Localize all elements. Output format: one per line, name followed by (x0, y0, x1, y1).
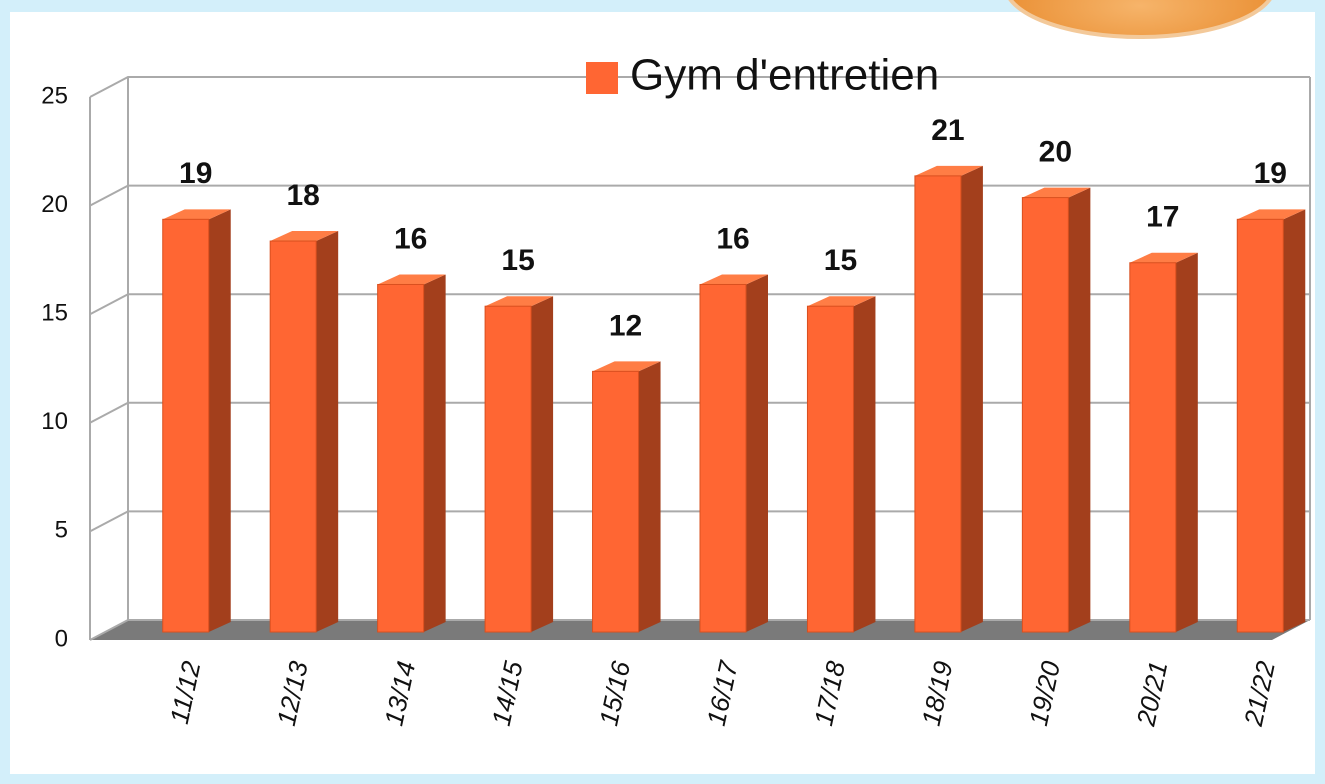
data-label: 21 (931, 114, 964, 147)
bar (270, 231, 338, 632)
data-label: 16 (716, 222, 749, 255)
bar-front (915, 176, 961, 632)
data-label: 16 (394, 222, 427, 255)
chart: 05101520251911/121812/131613/141514/1512… (0, 0, 1325, 784)
bar (700, 274, 768, 632)
legend-swatch (586, 62, 618, 94)
bar-side (531, 296, 553, 632)
bar-front (163, 219, 209, 632)
data-label: 17 (1146, 201, 1179, 234)
bar-side (1283, 209, 1305, 632)
bar-side (424, 274, 446, 632)
bar-front (807, 306, 853, 632)
y-tick-label: 10 (41, 408, 68, 435)
bar-side (316, 231, 338, 632)
bar-side (746, 274, 768, 632)
bar-side (961, 166, 983, 632)
bar-front (378, 284, 424, 632)
y-tick-label: 0 (55, 625, 68, 652)
bar-front (270, 241, 316, 632)
y-tick-label: 20 (41, 191, 68, 218)
bar (163, 209, 231, 632)
data-label: 12 (609, 309, 642, 342)
bar-side (639, 361, 661, 632)
y-tick-label: 25 (41, 82, 68, 109)
data-label: 19 (179, 157, 212, 190)
bar (1237, 209, 1305, 632)
bar-front (1237, 219, 1283, 632)
bar-side (1068, 188, 1090, 632)
bar-side (853, 296, 875, 632)
bar-side (1176, 253, 1198, 632)
bar (378, 274, 446, 632)
data-label: 20 (1039, 136, 1072, 169)
bar (593, 361, 661, 632)
bar (807, 296, 875, 632)
data-label: 19 (1254, 157, 1287, 190)
bar-front (485, 306, 531, 632)
bar (915, 166, 983, 632)
bar-front (593, 371, 639, 632)
bar (485, 296, 553, 632)
legend-label: Gym d'entretien (630, 51, 939, 100)
bar-front (1022, 198, 1068, 632)
data-label: 15 (824, 244, 857, 277)
data-label: 18 (286, 179, 319, 212)
bar (1130, 253, 1198, 632)
bar-front (1130, 263, 1176, 632)
data-label: 15 (501, 244, 534, 277)
bar-side (209, 209, 231, 632)
bar-front (700, 284, 746, 632)
bar (1022, 188, 1090, 632)
y-tick-label: 15 (41, 300, 68, 327)
y-tick-label: 5 (55, 517, 68, 544)
